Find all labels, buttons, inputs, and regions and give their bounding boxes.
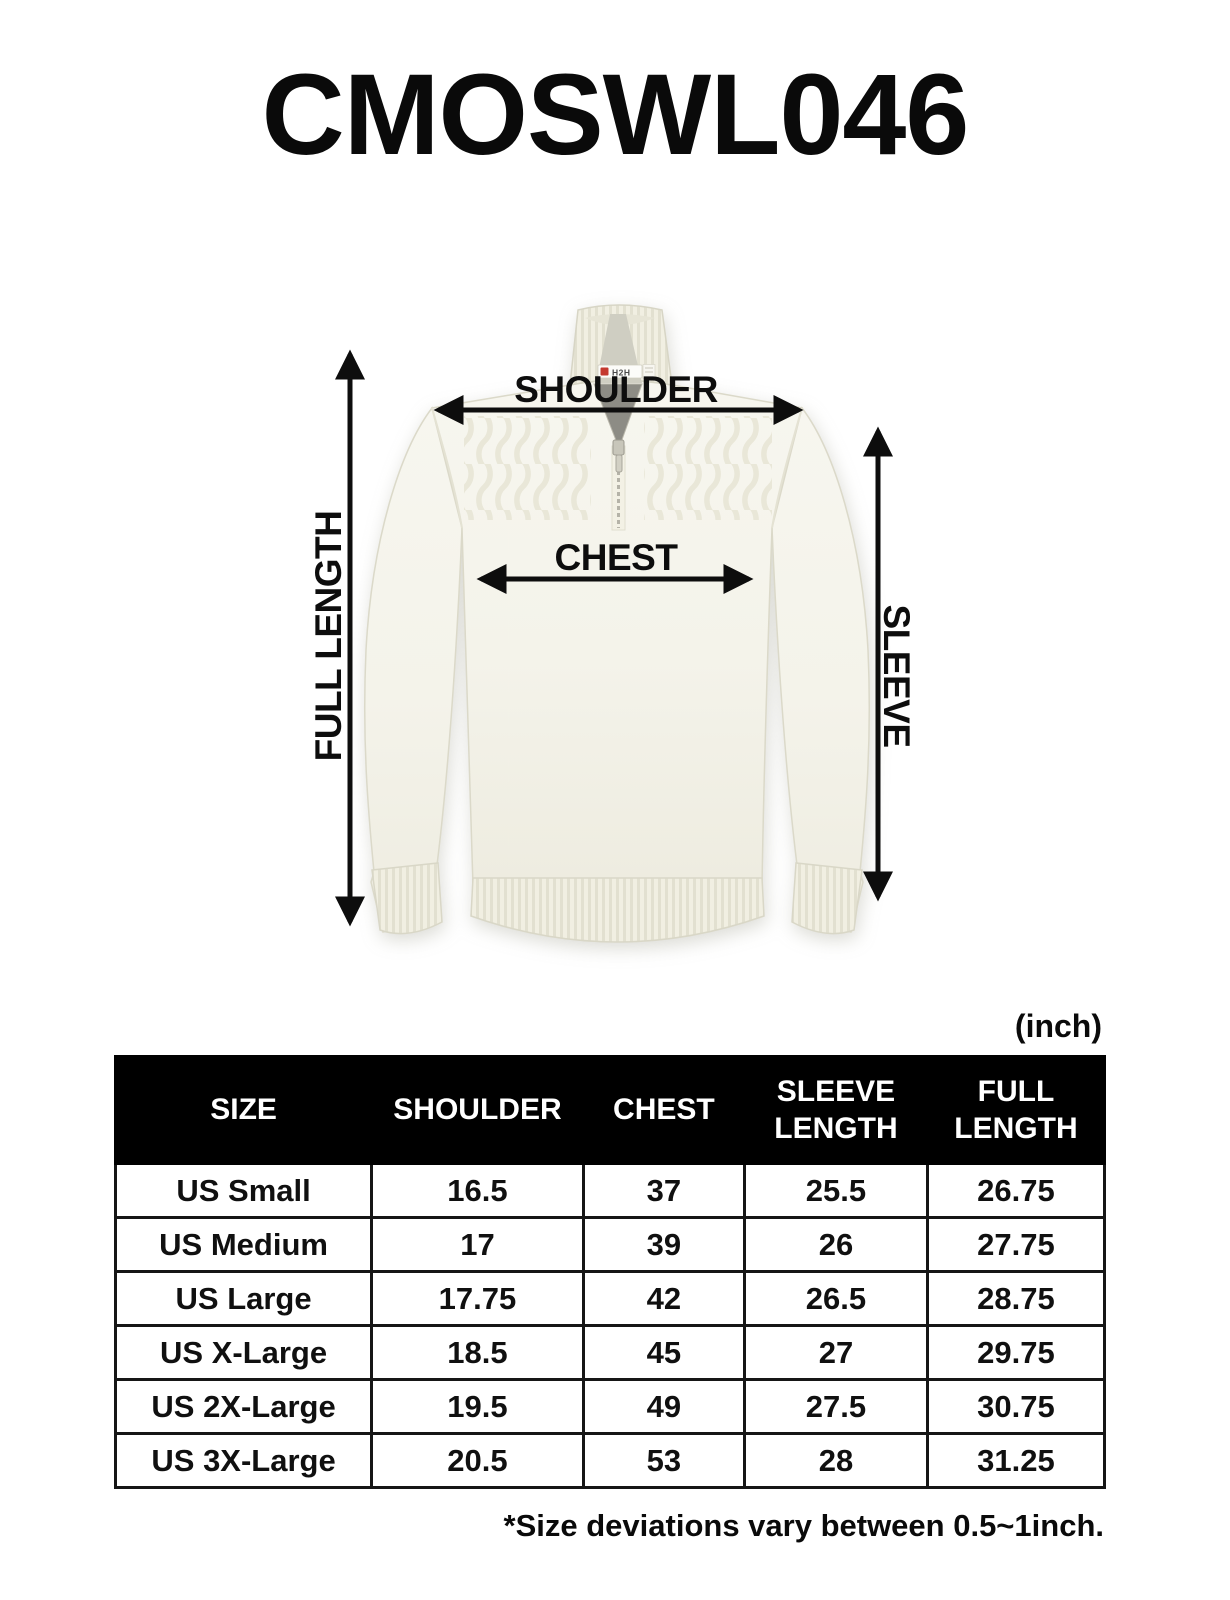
size-cell: US Medium (113, 1216, 374, 1273)
measurement-diagram: H2H SHOULDER CHEST FULL LENGTH SLEEVE (308, 304, 917, 943)
sleeve-length-cell: 28 (742, 1432, 929, 1489)
table-row: US Medium 17 39 26 27.75 (113, 1216, 1107, 1273)
sleeve-length-cell: 26.5 (742, 1270, 929, 1327)
sleeve-length-cell: 27 (742, 1324, 929, 1381)
column-header-size: SIZE (113, 1055, 374, 1165)
full-length-cell: 31.25 (925, 1432, 1107, 1489)
table-row: US 2X-Large 19.5 49 27.5 30.75 (113, 1378, 1107, 1435)
full-length-cell: 27.75 (925, 1216, 1107, 1273)
chest-cell: 53 (581, 1432, 746, 1489)
full-length-cell: 28.75 (925, 1270, 1107, 1327)
chest-cell: 39 (581, 1216, 746, 1273)
neck-tag: H2H (597, 364, 656, 379)
shoulder-cell: 17.75 (370, 1270, 585, 1327)
sleeve-length-cell: 26 (742, 1216, 929, 1273)
cable-knit-texture (464, 416, 591, 520)
size-cell: US 2X-Large (113, 1378, 374, 1435)
size-deviation-note: *Size deviations vary between 0.5~1inch. (503, 1508, 1104, 1543)
shoulder-cell: 16.5 (370, 1162, 585, 1219)
table-row: US X-Large 18.5 45 27 29.75 (113, 1324, 1107, 1381)
column-header-shoulder: SHOULDER (370, 1055, 585, 1165)
size-cell: US X-Large (113, 1324, 374, 1381)
shoulder-cell: 19.5 (370, 1378, 585, 1435)
table-row: US Small 16.5 37 25.5 26.75 (113, 1162, 1107, 1219)
sleeve-length-cell: 27.5 (742, 1378, 929, 1435)
shoulder-cell: 18.5 (370, 1324, 585, 1381)
chest-cell: 45 (581, 1324, 746, 1381)
chest-cell: 49 (581, 1378, 746, 1435)
brand-logo-icon (600, 367, 609, 376)
table-header-row: SIZE SHOULDER CHEST SLEEVE LENGTH FULL L… (113, 1055, 1107, 1165)
column-header-chest: CHEST (581, 1055, 746, 1165)
full-length-cell: 29.75 (925, 1324, 1107, 1381)
tag-brand-text: H2H (612, 368, 631, 378)
full-length-cell: 30.75 (925, 1378, 1107, 1435)
zipper-slider (612, 439, 625, 456)
sleeve-length-cell: 25.5 (742, 1162, 929, 1219)
chest-label: CHEST (555, 537, 679, 578)
column-header-sleeve-length: SLEEVE LENGTH (742, 1055, 929, 1165)
chest-cell: 37 (581, 1162, 746, 1219)
size-table: SIZE SHOULDER CHEST SLEEVE LENGTH FULL L… (113, 1055, 1107, 1489)
page-title: CMOSWL046 (261, 51, 970, 179)
unit-label: (inch) (1014, 1008, 1102, 1044)
sweater-illustration: H2H (363, 304, 871, 943)
table-row: US 3X-Large 20.5 53 28 31.25 (113, 1432, 1107, 1489)
column-header-full-length: FULL LENGTH (925, 1055, 1107, 1165)
size-cell: US Small (113, 1162, 374, 1219)
full-length-cell: 26.75 (925, 1162, 1107, 1219)
full-length-label: FULL LENGTH (308, 511, 349, 762)
size-cell: US 3X-Large (113, 1432, 374, 1489)
shoulder-cell: 17 (370, 1216, 585, 1273)
sleeve-label: SLEEVE (876, 605, 917, 748)
shoulder-cell: 20.5 (370, 1432, 585, 1489)
chest-cell: 42 (581, 1270, 746, 1327)
shoulder-label: SHOULDER (514, 369, 718, 410)
table-row: US Large 17.75 42 26.5 28.75 (113, 1270, 1107, 1327)
size-cell: US Large (113, 1270, 374, 1327)
